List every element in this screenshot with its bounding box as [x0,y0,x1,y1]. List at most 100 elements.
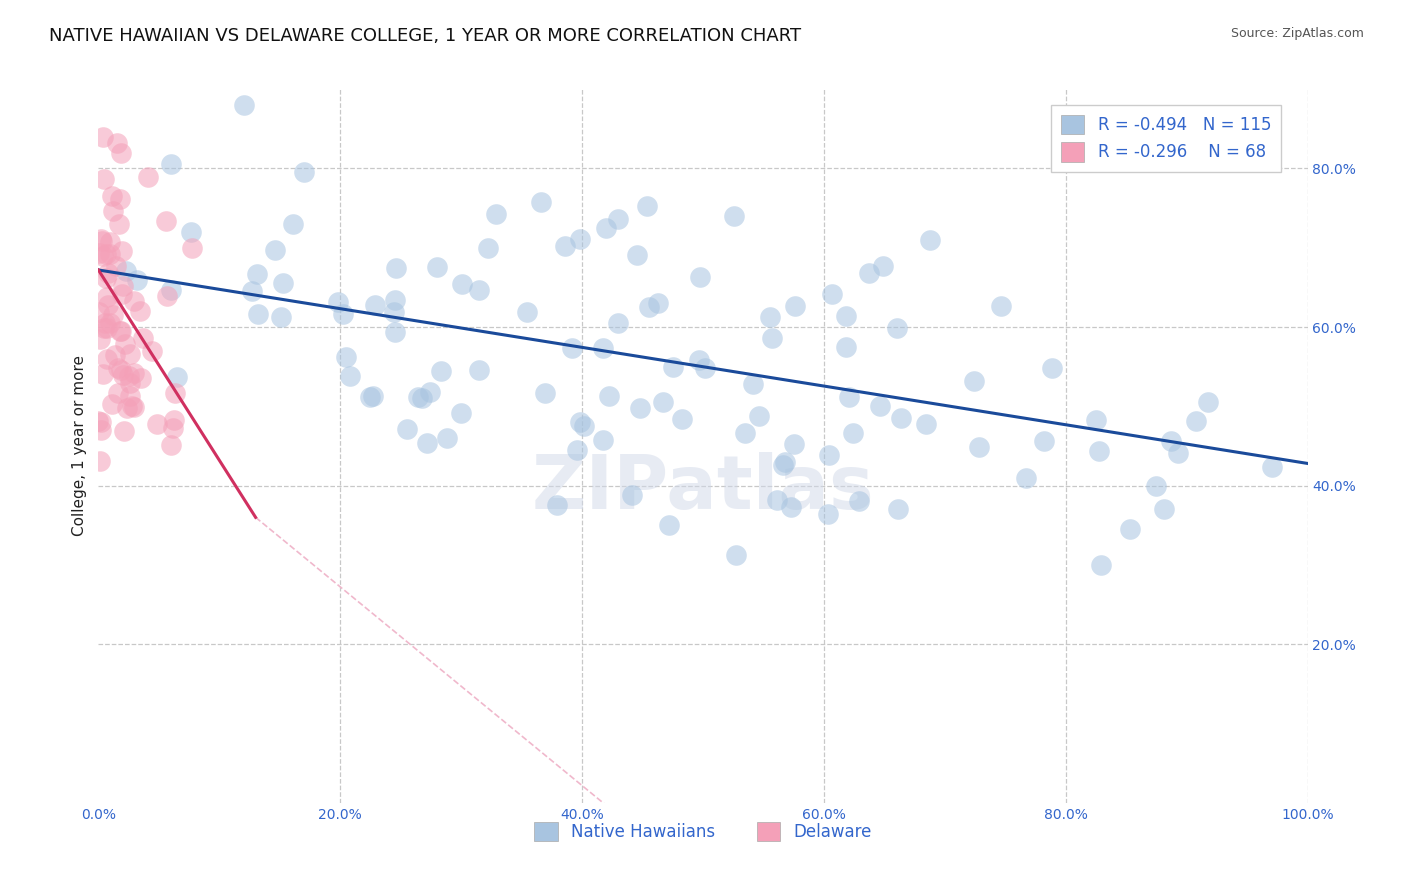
Point [858,266,880,280]
Point [1144,479,1167,493]
Point [688,352,710,367]
Point [107,136,129,150]
Point [963,374,986,388]
Point [773,455,796,469]
Point [104,347,127,361]
Point [592,341,614,355]
Point [748,409,770,424]
Point [155,214,177,228]
Point [97,266,120,280]
Point [246,267,269,281]
Point [1040,361,1063,376]
Point [108,324,131,338]
Point [835,310,858,324]
Point [426,260,449,275]
Point [91,130,114,145]
Point [838,390,860,404]
Point [97,298,120,312]
Point [546,498,568,512]
Point [110,363,132,377]
Point [335,350,357,364]
Point [647,296,669,310]
Point [572,418,595,433]
Point [620,488,643,502]
Point [103,308,125,322]
Point [101,189,124,203]
Point [180,225,202,239]
Point [761,331,783,345]
Point [450,406,472,420]
Point [568,231,591,245]
Point [918,233,941,247]
Point [1088,444,1111,458]
Point [332,307,354,321]
Point [651,395,673,409]
Point [112,279,135,293]
Point [607,212,630,227]
Point [516,305,538,319]
Point [1153,502,1175,516]
Point [141,343,163,358]
Point [671,411,693,425]
Point [662,359,685,374]
Point [89,332,111,346]
Point [1032,434,1054,448]
Point [766,493,789,508]
Point [87,246,110,260]
Point [817,448,839,462]
Point [1119,522,1142,536]
Point [160,438,183,452]
Point [107,360,129,375]
Point [117,401,139,416]
Legend: Native Hawaiians, Delaware: Native Hawaiians, Delaware [527,815,879,848]
Point [780,500,803,515]
Point [363,298,385,312]
Point [110,145,132,160]
Point [118,347,141,361]
Point [384,293,406,308]
Point [1260,459,1282,474]
Point [240,284,263,298]
Point [94,270,117,285]
Point [292,165,315,179]
Point [990,299,1012,313]
Point [146,417,169,432]
Point [129,370,152,384]
Point [592,433,614,447]
Point [606,316,628,330]
Point [772,458,794,473]
Point [406,390,429,404]
Point [156,289,179,303]
Point [108,192,131,206]
Point [87,305,110,319]
Point [180,241,202,255]
Point [693,360,716,375]
Point [98,316,121,330]
Point [112,368,135,382]
Point [554,239,576,253]
Point [93,249,115,263]
Point [638,300,661,314]
Point [436,432,458,446]
Point [411,392,433,406]
Point [96,321,118,335]
Point [114,263,136,277]
Point [419,385,441,400]
Point [484,207,506,221]
Point [848,494,870,508]
Point [759,310,782,325]
Point [725,548,748,562]
Point [110,324,132,338]
Point [723,209,745,223]
Point [689,270,711,285]
Point [93,321,115,335]
Point [869,399,891,413]
Point [468,362,491,376]
Point [734,426,756,441]
Point [886,321,908,335]
Point [636,199,658,213]
Point [107,385,129,400]
Point [166,370,188,384]
Point [283,217,305,231]
Point [1090,558,1112,573]
